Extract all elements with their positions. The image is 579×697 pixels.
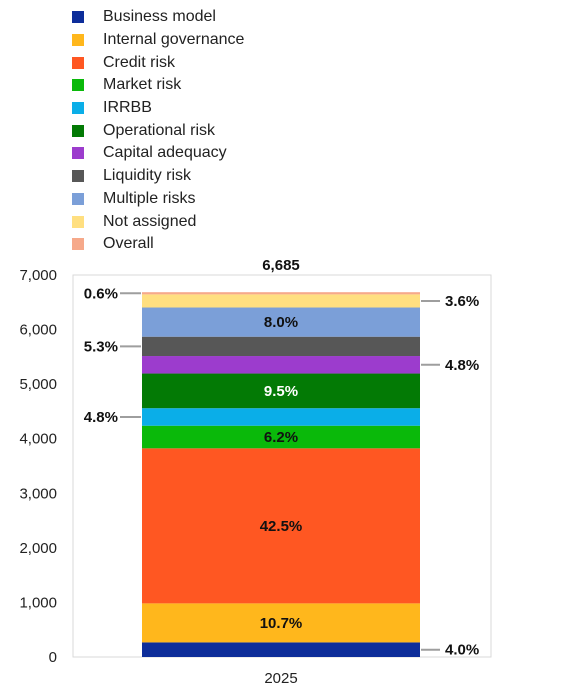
- legend-swatch: [72, 34, 84, 47]
- legend-item: Capital adequacy: [72, 142, 244, 165]
- legend-swatch: [72, 79, 84, 92]
- bar-segment: [142, 294, 420, 308]
- total-label: 6,685: [262, 257, 300, 274]
- y-tick-label: 6,000: [19, 322, 57, 339]
- legend-swatch: [72, 170, 84, 183]
- legend-item: IRRBB: [72, 97, 244, 120]
- y-tick-label: 2,000: [19, 540, 57, 557]
- legend-label: Operational risk: [103, 121, 216, 139]
- legend-label: Liquidity risk: [103, 167, 192, 185]
- legend-item: Multiple risks: [72, 188, 244, 211]
- legend-item: Market risk: [72, 74, 244, 97]
- segment-label: 9.5%: [264, 383, 298, 400]
- legend-label: Multiple risks: [103, 189, 196, 207]
- legend-item: Credit risk: [72, 51, 244, 74]
- segment-label: 8.0%: [264, 314, 298, 331]
- segment-label: 4.8%: [445, 357, 479, 374]
- y-tick-label: 0: [49, 649, 57, 666]
- bar-segment: [142, 425, 420, 449]
- y-tick-label: 3,000: [19, 485, 57, 502]
- legend-label: Not assigned: [103, 212, 197, 230]
- legend-swatch: [72, 238, 84, 251]
- legend-swatch: [72, 56, 84, 69]
- y-tick-label: 4,000: [19, 431, 57, 448]
- legend-swatch: [72, 102, 84, 115]
- legend-label: Internal governance: [103, 31, 245, 49]
- bar-segment: [142, 356, 420, 374]
- legend-swatch: [72, 192, 84, 205]
- legend-item: Liquidity risk: [72, 165, 244, 188]
- bar-segment: [142, 603, 420, 643]
- legend-item: Not assigned: [72, 210, 244, 233]
- legend-label: Overall: [103, 235, 154, 253]
- legend-label: Credit risk: [103, 53, 176, 71]
- bar-segment: [142, 642, 420, 657]
- legend-label: Market risk: [103, 76, 182, 94]
- legend-item: Internal governance: [72, 29, 244, 52]
- bar-segment: [142, 373, 420, 409]
- legend-swatch: [72, 11, 84, 24]
- y-tick-label: 5,000: [19, 376, 57, 393]
- y-tick-label: 7,000: [19, 267, 57, 284]
- segment-label: 5.3%: [84, 338, 118, 355]
- segment-label: 42.5%: [260, 518, 303, 535]
- y-tick-label: 1,000: [19, 594, 57, 611]
- bar-segment: [142, 307, 420, 337]
- bar-segment: [142, 448, 420, 604]
- bar-segment: [142, 408, 420, 426]
- segment-label: 3.6%: [445, 293, 479, 310]
- segment-label: 10.7%: [260, 615, 303, 632]
- legend-label: Capital adequacy: [103, 144, 227, 162]
- segment-label: 0.6%: [84, 285, 118, 302]
- legend-label: IRRBB: [103, 99, 152, 117]
- legend-item: Overall: [72, 233, 244, 256]
- legend-item: Business model: [72, 6, 244, 29]
- legend-swatch: [72, 215, 84, 228]
- x-category-label: 2025: [264, 670, 297, 687]
- segment-label: 4.0%: [445, 642, 479, 659]
- segment-label: 6.2%: [264, 429, 298, 446]
- legend-swatch: [72, 124, 84, 137]
- bar-segment: [142, 336, 420, 357]
- legend-item: Operational risk: [72, 119, 244, 142]
- bar-segment: [142, 292, 420, 295]
- chart-legend: Business model Internal governance Credit …: [72, 6, 244, 256]
- legend-label: Business model: [103, 8, 216, 26]
- legend-swatch: [72, 147, 84, 160]
- segment-label: 4.8%: [84, 409, 118, 426]
